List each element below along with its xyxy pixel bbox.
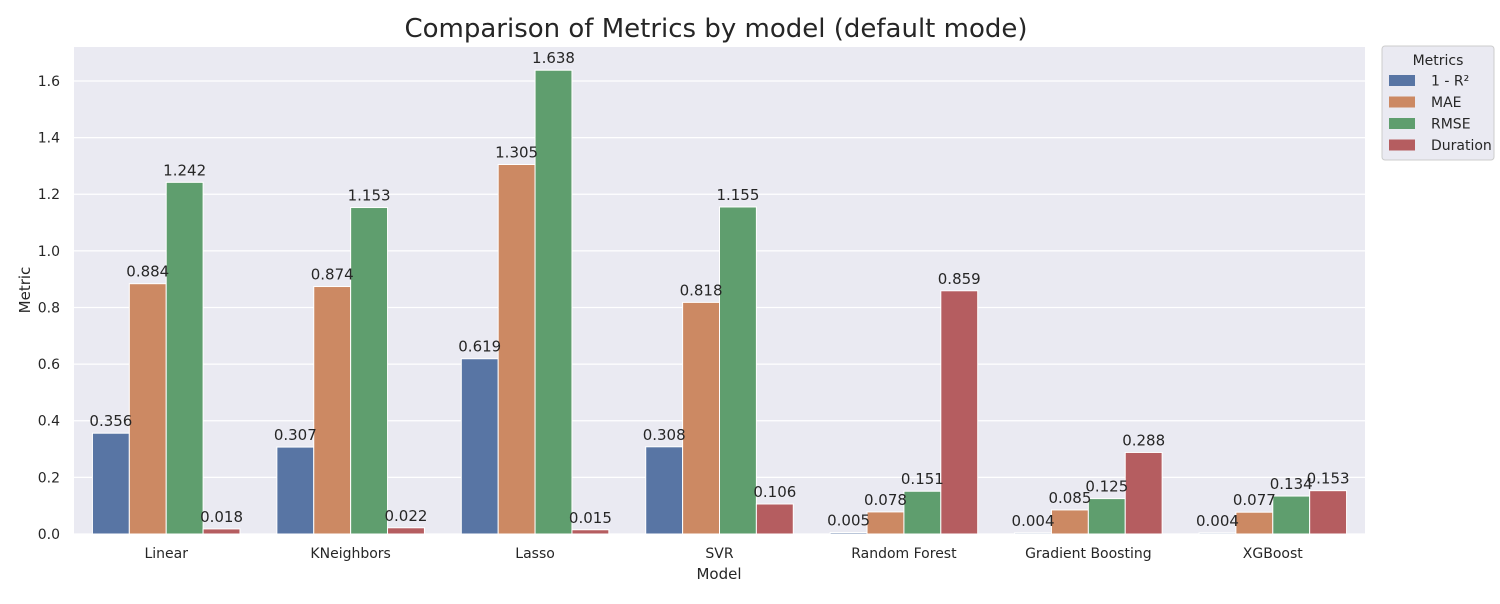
legend-swatch bbox=[1389, 139, 1415, 151]
y-tick-label: 0.8 bbox=[38, 300, 60, 316]
bar-value-label: 1.242 bbox=[163, 161, 206, 179]
bar-rmse-lasso bbox=[534, 69, 573, 535]
y-tick-label: 0.0 bbox=[38, 527, 60, 543]
bar-value-label: 0.078 bbox=[864, 491, 907, 509]
bar-duration-gradient-boosting bbox=[1124, 451, 1163, 535]
bar-value-label: 0.619 bbox=[458, 338, 501, 356]
legend-label: 1 - R² bbox=[1431, 74, 1469, 90]
bar-value-label: 0.308 bbox=[643, 426, 686, 444]
bar-value-label: 0.288 bbox=[1122, 431, 1165, 449]
bar-rmse-linear bbox=[165, 181, 204, 535]
bar-mae-gradient-boosting bbox=[1050, 509, 1089, 535]
bar-value-label: 0.004 bbox=[1012, 512, 1055, 530]
bar-value-label: 0.151 bbox=[901, 470, 944, 488]
bar-duration-xgboost bbox=[1309, 490, 1348, 535]
bar-value-label: 0.356 bbox=[89, 412, 132, 430]
bar-value-label: 0.307 bbox=[274, 426, 317, 444]
bar-rmse-kneighbors bbox=[350, 207, 389, 535]
bars bbox=[91, 69, 1348, 535]
x-tick-label: SVR bbox=[705, 546, 733, 562]
bar-value-label: 1.305 bbox=[495, 144, 538, 162]
bar-value-label: 0.874 bbox=[311, 266, 354, 284]
bar-mae-kneighbors bbox=[313, 286, 352, 535]
x-tick-label: XGBoost bbox=[1243, 546, 1303, 562]
bar-duration-svr bbox=[755, 503, 794, 535]
y-tick-label: 1.2 bbox=[38, 187, 60, 203]
bar-rmse-xgboost bbox=[1272, 495, 1311, 535]
bar-value-label: 0.015 bbox=[569, 509, 612, 527]
bar-value-label: 0.818 bbox=[680, 281, 723, 299]
bar-mae-lasso bbox=[497, 164, 536, 535]
bar-value-label: 1.153 bbox=[348, 187, 391, 205]
legend-label: Duration bbox=[1431, 138, 1492, 154]
bar-1-r-linear bbox=[91, 432, 130, 535]
y-tick-label: 1.4 bbox=[38, 131, 60, 147]
bar-value-label: 0.106 bbox=[753, 483, 796, 501]
legend: Metrics 1 - R² MAE RMSE Duration bbox=[1381, 45, 1495, 161]
chart-title: Comparison of Metrics by model (default … bbox=[404, 14, 1027, 44]
y-axis-label: Metric bbox=[16, 267, 34, 314]
bar-duration-linear bbox=[202, 528, 241, 535]
legend-swatch bbox=[1389, 75, 1415, 86]
y-tick-label: 0.6 bbox=[38, 357, 60, 373]
bar-rmse-svr bbox=[719, 206, 757, 535]
x-tick-label: Random Forest bbox=[851, 546, 957, 562]
bar-value-label: 0.022 bbox=[384, 507, 427, 525]
y-tick-label: 0.2 bbox=[38, 470, 60, 486]
bar-value-label: 0.125 bbox=[1085, 478, 1128, 496]
bar-duration-random-forest bbox=[940, 290, 979, 535]
x-tick-label: Lasso bbox=[515, 546, 555, 562]
bar-value-label: 1.638 bbox=[532, 49, 575, 67]
legend-box bbox=[1381, 45, 1495, 161]
bar-value-label: 0.884 bbox=[126, 263, 169, 281]
legend-title: Metrics bbox=[1413, 53, 1464, 69]
bar-mae-xgboost bbox=[1235, 511, 1274, 535]
bar-1-r-svr bbox=[645, 446, 684, 535]
legend-swatch bbox=[1389, 118, 1415, 129]
y-tick-label: 1.6 bbox=[38, 74, 60, 90]
y-tick-label: 0.4 bbox=[38, 414, 60, 430]
bar-value-label: 0.085 bbox=[1048, 489, 1091, 507]
bar-value-label: 0.859 bbox=[938, 270, 981, 288]
bar-1-r-xgboost bbox=[1198, 532, 1237, 535]
bar-rmse-random-forest bbox=[903, 490, 942, 535]
bar-value-label: 0.077 bbox=[1233, 491, 1276, 509]
bar-duration-kneighbors bbox=[387, 527, 425, 535]
bar-value-label: 0.153 bbox=[1307, 470, 1350, 488]
legend-label: MAE bbox=[1431, 95, 1462, 111]
x-tick-label: Gradient Boosting bbox=[1025, 546, 1152, 562]
bar-mae-linear bbox=[128, 283, 167, 535]
x-axis-label: Model bbox=[696, 565, 741, 583]
bar-value-label: 0.134 bbox=[1270, 475, 1313, 493]
bar-value-label: 0.005 bbox=[827, 512, 870, 530]
x-tick-label: KNeighbors bbox=[310, 546, 390, 562]
bar-mae-random-forest bbox=[866, 511, 905, 535]
legend-swatch bbox=[1389, 96, 1415, 108]
legend-label: RMSE bbox=[1431, 117, 1471, 133]
x-tick-label: Linear bbox=[144, 546, 188, 562]
bar-duration-lasso bbox=[571, 529, 610, 535]
bar-value-label: 1.155 bbox=[716, 186, 759, 204]
y-tick-label: 1.0 bbox=[38, 244, 60, 260]
x-axis-ticks: Linear KNeighbors Lasso SVR Random Forest Gra… bbox=[144, 546, 1303, 562]
bar-value-label: 0.018 bbox=[200, 508, 243, 526]
bar-1-r-lasso bbox=[460, 358, 499, 535]
bar-1-r-random-forest bbox=[829, 532, 868, 535]
bar-value-label: 0.004 bbox=[1196, 512, 1239, 530]
bar-value-labels: 0.356 0.884 1.242 0.018 0.307 0.874 1.153 0.022… bbox=[89, 49, 1349, 530]
bar-1-r-gradient-boosting bbox=[1014, 532, 1052, 535]
bar-1-r-kneighbors bbox=[276, 446, 315, 535]
y-axis-ticks: 0.0 0.2 0.4 0.6 0.8 1.0 1.2 1.4 1.6 bbox=[38, 74, 60, 543]
bar-rmse-gradient-boosting bbox=[1087, 498, 1126, 535]
legend-items: 1 - R² MAE RMSE Duration bbox=[1389, 74, 1492, 154]
bar-mae-svr bbox=[682, 301, 720, 535]
